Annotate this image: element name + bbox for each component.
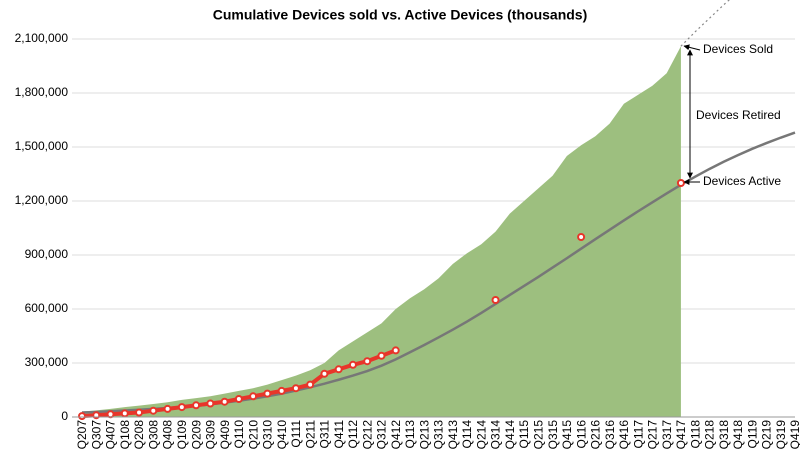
y-tick-label: 300,000: [25, 355, 69, 369]
marker: [676, 179, 685, 187]
x-tick-label: Q310: [261, 420, 275, 450]
marker: [491, 296, 500, 304]
x-tick-label: Q411: [332, 420, 346, 449]
x-tick-label: Q109: [175, 420, 189, 450]
chart-title: Cumulative Devices sold vs. Active Devic…: [213, 7, 588, 23]
annotation: Devices Active: [703, 174, 781, 188]
marker: [163, 404, 172, 413]
marker: [106, 410, 115, 419]
x-tick-label: Q207: [75, 420, 89, 450]
x-tick-label: Q309: [204, 420, 218, 450]
x-tick-label: Q118: [688, 420, 702, 449]
marker: [320, 369, 329, 378]
marker: [149, 406, 158, 415]
x-tick-label: Q208: [132, 420, 146, 450]
y-tick-label: 1,800,000: [15, 85, 69, 99]
x-tick-label: Q418: [731, 420, 745, 450]
x-tick-label: Q119: [745, 420, 759, 449]
plot: 0 300,000 600,000 900,000 1,200,000 1,500,000…: [15, 0, 800, 449]
marker: [334, 365, 343, 374]
x-tick-label: Q419: [788, 420, 800, 450]
x-tick-label: Q316: [603, 420, 617, 450]
x-tick-label: Q114: [460, 420, 474, 449]
marker: [192, 401, 201, 410]
x-tick-label: Q413: [446, 420, 460, 450]
marker: [135, 408, 144, 417]
x-tick-label: Q407: [104, 420, 118, 450]
marker: [363, 357, 372, 366]
x-tick-label: Q217: [646, 420, 660, 450]
y-tick-label: 1,500,000: [15, 139, 69, 153]
sold-arrow: [683, 44, 701, 51]
area: [82, 46, 681, 417]
x-tick-label: Q313: [432, 420, 446, 450]
marker: [291, 384, 300, 393]
x-tick-label: Q112: [346, 420, 360, 449]
x-tick-label: Q218: [703, 420, 717, 450]
x-tick-label: Q219: [760, 420, 774, 450]
y-tick-label: 600,000: [25, 301, 69, 315]
x-tick-label: Q412: [389, 420, 403, 450]
x-tick-label: Q214: [474, 420, 488, 450]
x-tick-label: Q211: [303, 420, 317, 449]
marker: [263, 389, 272, 398]
x-tick-label: Q409: [218, 420, 232, 450]
x-tick-label: Q415: [560, 420, 574, 450]
x-tick-label: Q115: [517, 420, 531, 449]
x-tick-label: Q213: [417, 420, 431, 450]
y-tick-label: 900,000: [25, 247, 69, 261]
marker: [220, 397, 229, 406]
x-tick-label: Q319: [774, 420, 788, 450]
x-tick-label: Q408: [161, 420, 175, 450]
marker: [577, 233, 586, 241]
x-tick-label: Q216: [589, 420, 603, 450]
x-tick-label: Q416: [617, 420, 631, 450]
label-bg: [692, 104, 772, 128]
annotation: Devices Retired: [696, 108, 781, 122]
marker: [78, 412, 86, 420]
x-tick-label: Q110: [232, 420, 246, 449]
marker: [206, 399, 215, 408]
marker: [249, 392, 258, 401]
x-tick-label: Q317: [660, 420, 674, 450]
line: [680, 0, 731, 47]
x-tick-label: Q116: [574, 420, 588, 449]
marker: [377, 351, 386, 360]
x-tick-label: Q314: [489, 420, 503, 450]
marker: [120, 409, 129, 418]
y-tick-label: 1,200,000: [15, 193, 69, 207]
marker: [306, 380, 315, 389]
x-tick-label: Q212: [360, 420, 374, 450]
x-tick-label: Q111: [289, 420, 303, 448]
annotation: Devices Sold: [703, 42, 773, 56]
x-tick-label: Q113: [403, 420, 417, 449]
marker: [234, 395, 243, 403]
marker: [391, 346, 400, 355]
series: [78, 0, 796, 420]
x-tick-label: Q117: [631, 420, 645, 449]
x-tick-label: Q209: [189, 420, 203, 450]
x-tick-label: Q307: [89, 420, 103, 450]
x-tick-label: Q312: [375, 420, 389, 450]
y-tick-label: 0: [61, 409, 68, 423]
x-tick-label: Q315: [546, 420, 560, 450]
x-tick-label: Q308: [146, 420, 160, 450]
marker: [277, 386, 286, 395]
x-tick-label: Q410: [275, 420, 289, 450]
x-tick-label: Q108: [118, 420, 132, 450]
x-tick-label: Q215: [531, 420, 545, 450]
x-tick-label: Q311: [318, 420, 332, 449]
x-tick-label: Q417: [674, 420, 688, 450]
marker: [348, 360, 357, 369]
marker: [177, 403, 186, 412]
x-tick-label: Q414: [503, 420, 517, 450]
x-tick-label: Q210: [246, 420, 260, 450]
x-tick-label: Q318: [717, 420, 731, 450]
y-tick-label: 2,100,000: [15, 31, 69, 45]
